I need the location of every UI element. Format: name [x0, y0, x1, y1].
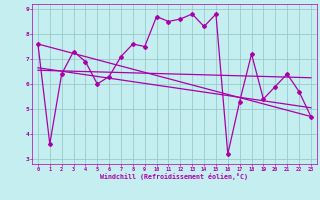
X-axis label: Windchill (Refroidissement éolien,°C): Windchill (Refroidissement éolien,°C): [100, 173, 248, 180]
